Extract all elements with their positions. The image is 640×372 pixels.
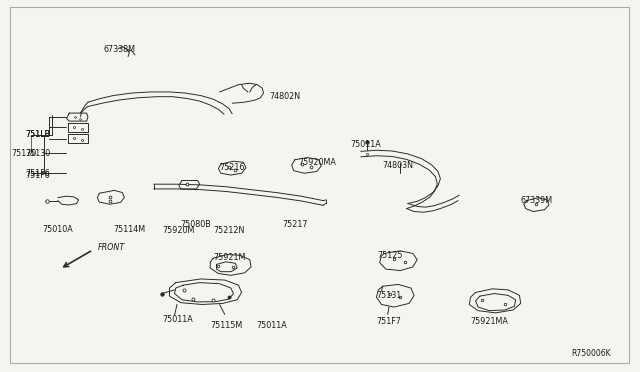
- Text: 67339M: 67339M: [521, 196, 553, 205]
- Text: 75131: 75131: [376, 291, 402, 300]
- Text: 75011A: 75011A: [350, 140, 381, 148]
- Text: 75011A: 75011A: [256, 321, 287, 330]
- Text: 75920M: 75920M: [162, 226, 195, 235]
- Text: 75212N: 75212N: [213, 226, 244, 235]
- Text: 751LB: 751LB: [25, 131, 51, 140]
- Text: 75216: 75216: [220, 163, 245, 172]
- Text: 75125: 75125: [378, 251, 403, 260]
- Text: FRONT: FRONT: [97, 243, 125, 252]
- Text: 75920MA: 75920MA: [298, 158, 336, 167]
- Text: 74802N: 74802N: [270, 92, 301, 101]
- Text: 75217: 75217: [282, 220, 308, 229]
- Text: 74803N: 74803N: [383, 161, 413, 170]
- Text: 751F6: 751F6: [25, 169, 50, 178]
- Text: 75114M: 75114M: [113, 225, 145, 234]
- Text: 75115M: 75115M: [211, 321, 243, 330]
- Text: 75921M: 75921M: [213, 253, 246, 262]
- Text: 75130: 75130: [25, 149, 51, 158]
- Text: 751F7: 751F7: [376, 317, 401, 326]
- Text: 75130: 75130: [12, 149, 36, 158]
- Text: R750006K: R750006K: [571, 349, 611, 358]
- Text: 75011A: 75011A: [162, 315, 193, 324]
- Text: 751LB: 751LB: [25, 131, 51, 140]
- Text: 67338M: 67338M: [104, 45, 136, 54]
- Text: 75921MA: 75921MA: [470, 317, 508, 326]
- Text: 751F6: 751F6: [25, 171, 50, 180]
- Text: 75080B: 75080B: [180, 220, 211, 229]
- Text: 75010A: 75010A: [43, 225, 74, 234]
